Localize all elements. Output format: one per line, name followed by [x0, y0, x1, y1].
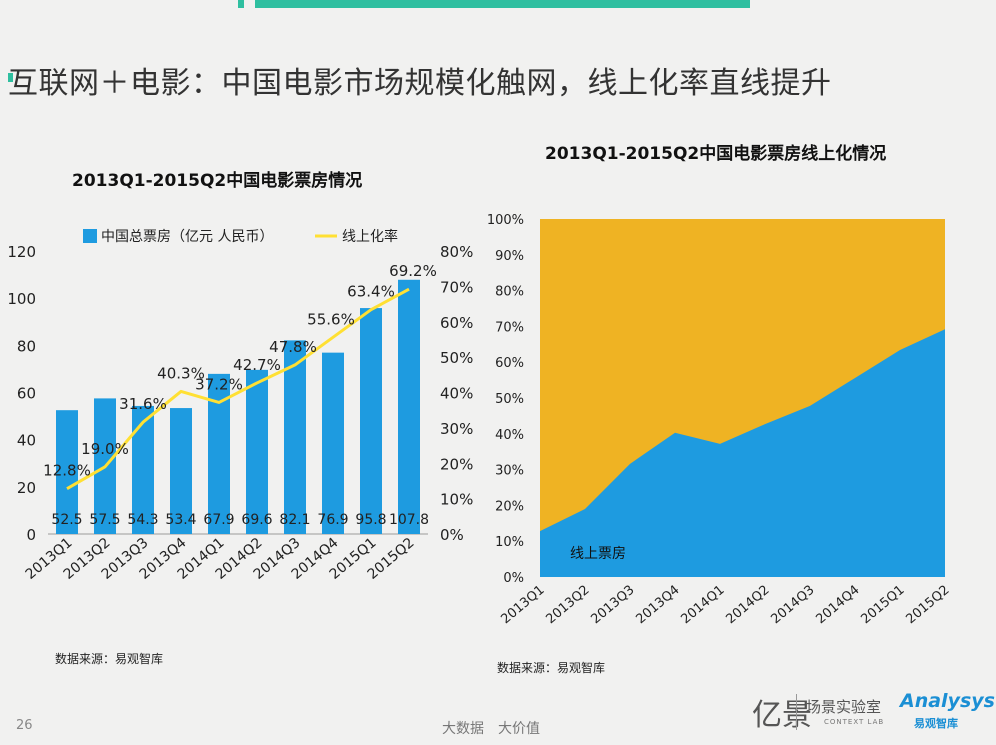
- y-tick-label: 10%: [495, 535, 524, 550]
- x-tick-label: 2013Q4: [633, 583, 682, 628]
- top-accent-bar-small: [238, 0, 244, 8]
- y-tick-label: 80%: [495, 285, 524, 300]
- logo-area: 亿景 场景实验室 CONTEXT LAB Analysys 易观智库: [752, 688, 995, 738]
- rate-label: 42.7%: [233, 356, 281, 374]
- right-y-tick-label: 40%: [440, 385, 473, 403]
- bar-value-label: 82.1: [279, 512, 310, 528]
- rate-label: 19.0%: [81, 440, 129, 458]
- x-tick-label: 2015Q2: [903, 583, 952, 628]
- rate-label: 63.4%: [347, 283, 395, 301]
- right-chart-source: 数据来源：易观智库: [497, 661, 606, 675]
- bar: [208, 373, 230, 534]
- legend-line-label: 线上化率: [342, 228, 398, 245]
- area-online-label: 线上票房: [570, 546, 626, 562]
- x-tick-label: 2013Q2: [543, 583, 592, 628]
- x-tick-label: 2015Q1: [858, 583, 907, 628]
- left-chart-source: 数据来源：易观智库: [55, 652, 164, 666]
- y-tick-label: 90%: [495, 249, 524, 264]
- right-y-tick-label: 0%: [440, 526, 464, 544]
- rate-label: 37.2%: [195, 375, 243, 393]
- bar: [360, 308, 382, 534]
- bar: [398, 279, 420, 534]
- legend-bar-swatch: [83, 229, 97, 243]
- y-tick-label: 60%: [495, 356, 524, 371]
- bar-value-label: 54.3: [127, 512, 158, 528]
- title-marker: [8, 73, 13, 82]
- bar: [322, 352, 344, 534]
- left-y-tick-label: 60: [17, 385, 36, 403]
- bar: [284, 340, 306, 534]
- page-title: 互联网＋电影：中国电影市场规模化触网，线上化率直线提升: [8, 66, 832, 101]
- right-y-tick-label: 80%: [440, 243, 473, 261]
- left-y-tick-label: 40: [17, 432, 36, 450]
- bar: [170, 408, 192, 534]
- right-y-tick-label: 10%: [440, 491, 473, 509]
- footer-slogan: 大数据 大价值: [442, 721, 540, 737]
- right-y-tick-label: 70%: [440, 278, 473, 296]
- analysys-logo: Analysys: [900, 690, 995, 712]
- left-y-tick-label: 0: [26, 526, 36, 544]
- left-chart-title: 2013Q1-2015Q2中国电影票房情况: [72, 171, 363, 191]
- right-chart-title: 2013Q1-2015Q2中国电影票房线上化情况: [545, 144, 887, 164]
- rate-label: 69.2%: [389, 262, 437, 280]
- y-tick-label: 70%: [495, 320, 524, 335]
- left-y-tick-label: 20: [17, 479, 36, 497]
- rate-label: 12.8%: [43, 462, 91, 480]
- right-y-tick-label: 50%: [440, 349, 473, 367]
- rate-line: [66, 287, 410, 491]
- rate-label: 31.6%: [119, 395, 167, 413]
- context-lab-mark: 亿景: [752, 698, 812, 733]
- y-tick-label: 30%: [495, 464, 524, 479]
- context-lab-sub: CONTEXT LAB: [824, 718, 885, 726]
- bar-value-label: 57.5: [89, 512, 120, 528]
- left-y-tick-label: 80: [17, 337, 36, 355]
- right-y-tick-label: 60%: [440, 314, 473, 332]
- area-online: [540, 329, 945, 577]
- right-y-tick-label: 30%: [440, 420, 473, 438]
- left-y-tick-label: 100: [7, 290, 36, 308]
- bar: [246, 369, 268, 534]
- x-tick-label: 2013Q1: [498, 583, 547, 628]
- bar-value-label: 53.4: [165, 512, 196, 528]
- rate-label: 55.6%: [307, 310, 355, 328]
- legend-bar-label: 中国总票房（亿元 人民币）: [101, 229, 273, 245]
- bar-value-label: 76.9: [317, 512, 348, 528]
- context-lab-name: 场景实验室: [806, 698, 882, 716]
- x-tick-label: 2014Q3: [768, 583, 817, 628]
- top-accent-bar: [255, 0, 750, 8]
- x-tick-label: 2014Q4: [813, 583, 862, 628]
- bar-value-label: 107.8: [389, 512, 429, 528]
- bar-value-label: 67.9: [203, 512, 234, 528]
- y-tick-label: 100%: [487, 213, 524, 228]
- rate-label: 40.3%: [157, 364, 205, 382]
- x-tick-label: 2014Q1: [678, 583, 727, 628]
- bar: [132, 405, 154, 534]
- x-tick-label: 2014Q2: [723, 583, 772, 628]
- y-tick-label: 40%: [495, 428, 524, 443]
- bar-value-label: 52.5: [51, 512, 82, 528]
- page-number: 26: [16, 718, 33, 733]
- x-tick-label: 2013Q3: [588, 583, 637, 628]
- analysys-logo-sub: 易观智库: [914, 717, 958, 730]
- bar: [56, 410, 78, 534]
- left-y-tick-label: 120: [7, 243, 36, 261]
- right-y-tick-label: 20%: [440, 455, 473, 473]
- y-tick-label: 20%: [495, 499, 524, 514]
- y-tick-label: 50%: [495, 392, 524, 407]
- logo-divider: [796, 694, 797, 730]
- bar-value-label: 69.6: [241, 512, 272, 528]
- rate-label: 47.8%: [269, 338, 317, 356]
- bar-value-label: 95.8: [355, 512, 386, 528]
- y-tick-label: 0%: [503, 571, 524, 586]
